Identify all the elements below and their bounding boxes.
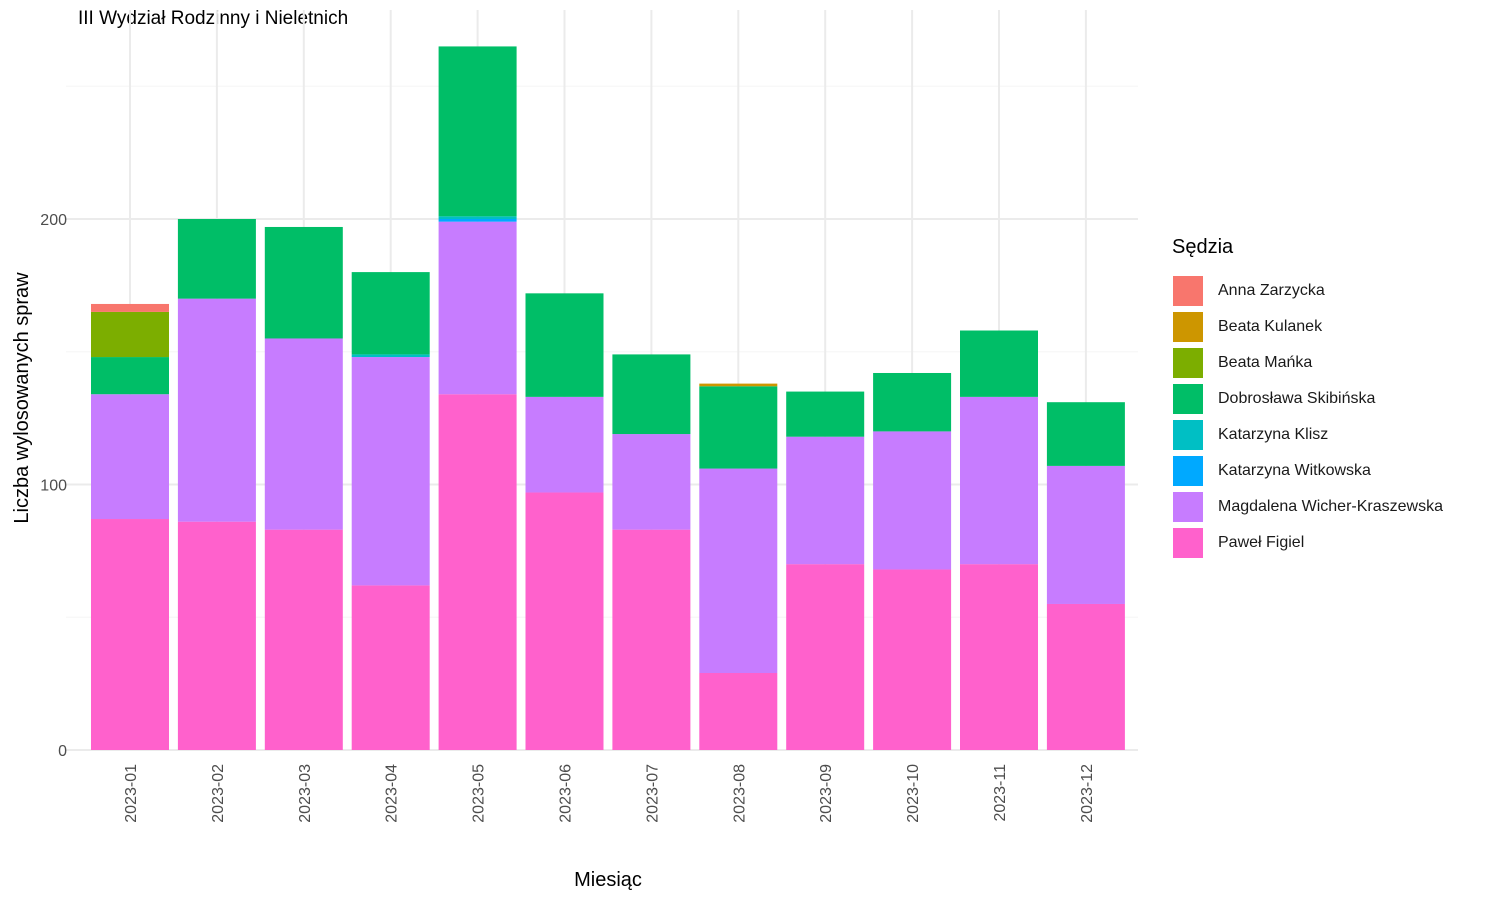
bar-segment [699, 468, 778, 674]
bar-segment [1046, 402, 1125, 466]
legend-item: Anna Zarzycka [1172, 273, 1443, 309]
bar-segment [91, 311, 169, 358]
bar-segment [873, 569, 952, 750]
bar-segment [438, 219, 517, 222]
x-axis-label: Miesiąc [574, 869, 642, 891]
bar-segment [177, 219, 256, 299]
bar-segment [612, 434, 691, 530]
bar-segment [699, 386, 778, 469]
bar-segment [351, 354, 430, 358]
legend-item: Dobrosława Skibińska [1172, 381, 1443, 417]
legend-swatch [1172, 347, 1204, 379]
bar-segment [91, 394, 169, 520]
legend-swatch [1172, 311, 1204, 343]
legend-swatch [1172, 455, 1204, 487]
bar-segment [960, 396, 1038, 565]
bar-segment [699, 383, 778, 387]
bar-segment [1046, 603, 1125, 750]
legend-label: Katarzyna Klisz [1218, 426, 1329, 443]
bar-segment [177, 521, 256, 750]
y-tick-label: 200 [40, 212, 67, 229]
legend-item: Beata Mańka [1172, 345, 1443, 381]
legend-item: Beata Kulanek [1172, 309, 1443, 345]
bar-segment [177, 298, 256, 522]
y-tick-label: 100 [40, 478, 67, 495]
legend-swatch [1172, 275, 1204, 307]
legend-label: Anna Zarzycka [1218, 282, 1325, 299]
legend-item: Magdalena Wicher-Kraszewska [1172, 489, 1443, 525]
legend: Sędzia Anna Zarzycka Beata Kulanek Beata M… [1172, 236, 1443, 561]
bar-segment [91, 303, 169, 312]
x-tick-label: 2023-04 [384, 764, 401, 823]
x-tick-label: 2023-12 [1079, 764, 1096, 823]
x-tick-label: 2023-08 [731, 764, 748, 823]
x-tick-label: 2023-02 [210, 764, 227, 823]
bar-segment [612, 354, 691, 435]
bar-segment [91, 519, 169, 750]
legend-swatch [1172, 383, 1204, 415]
bar-segment [960, 330, 1038, 397]
bar-segment [1046, 465, 1125, 604]
bar-segment [786, 436, 865, 565]
bar-segment [351, 272, 430, 355]
bar-segment [264, 338, 343, 530]
bar-segment [438, 216, 517, 219]
legend-swatch [1172, 527, 1204, 559]
y-axis-ticks: 0 100 200 [40, 212, 67, 760]
bar-segment [438, 394, 517, 750]
bar-segment [351, 357, 430, 586]
x-tick-label: 2023-01 [123, 764, 140, 823]
x-tick-label: 2023-09 [818, 764, 835, 823]
bar-segment [264, 226, 343, 339]
legend-item: Katarzyna Witkowska [1172, 453, 1443, 489]
bar-segment [264, 529, 343, 750]
x-tick-label: 2023-05 [471, 764, 488, 823]
bar-segment [699, 673, 778, 750]
x-tick-label: 2023-06 [558, 764, 575, 823]
bar-segment [873, 431, 952, 570]
x-axis-ticks: 2023-01 2023-02 2023-03 2023-04 2023-05 2023-… [123, 764, 1096, 823]
x-tick-label: 2023-10 [905, 764, 922, 823]
y-tick-label: 0 [58, 743, 67, 760]
legend-label: Beata Kulanek [1218, 318, 1323, 335]
bar-segment [525, 492, 604, 750]
bar-segment [786, 564, 865, 750]
legend-title: Sędzia [1172, 236, 1234, 258]
legend-label: Magdalena Wicher-Kraszewska [1218, 498, 1443, 515]
legend-label: Beata Mańka [1218, 354, 1313, 371]
legend-swatch [1172, 491, 1204, 523]
legend-label: Katarzyna Witkowska [1218, 462, 1371, 479]
x-tick-label: 2023-03 [297, 764, 314, 823]
bar-segment [438, 46, 517, 217]
bar-segment [873, 372, 952, 432]
x-tick-label: 2023-07 [644, 764, 661, 823]
bar-segment [525, 396, 604, 493]
x-tick-label: 2023-11 [992, 764, 1009, 822]
legend-swatch [1172, 419, 1204, 451]
bar-segment [786, 391, 865, 437]
chart-title: III Wydział Rodzinny i Nieletnich [78, 8, 349, 29]
bar-segment [960, 564, 1038, 750]
legend-label: Dobrosława Skibińska [1218, 390, 1376, 407]
bar-segment [612, 529, 691, 750]
legend-items: Anna Zarzycka Beata Kulanek Beata Mańka Dob… [1172, 273, 1443, 561]
y-axis-label: Liczba wylosowanych spraw [11, 272, 33, 524]
bar-layers [91, 46, 1125, 750]
bar-segment [438, 221, 517, 395]
legend-item: Paweł Figiel [1172, 525, 1443, 561]
legend-label: Paweł Figiel [1218, 534, 1305, 551]
bar-segment [91, 357, 169, 395]
bar-segment [351, 585, 430, 750]
legend-item: Katarzyna Klisz [1172, 417, 1443, 453]
bar-segment [525, 293, 604, 397]
